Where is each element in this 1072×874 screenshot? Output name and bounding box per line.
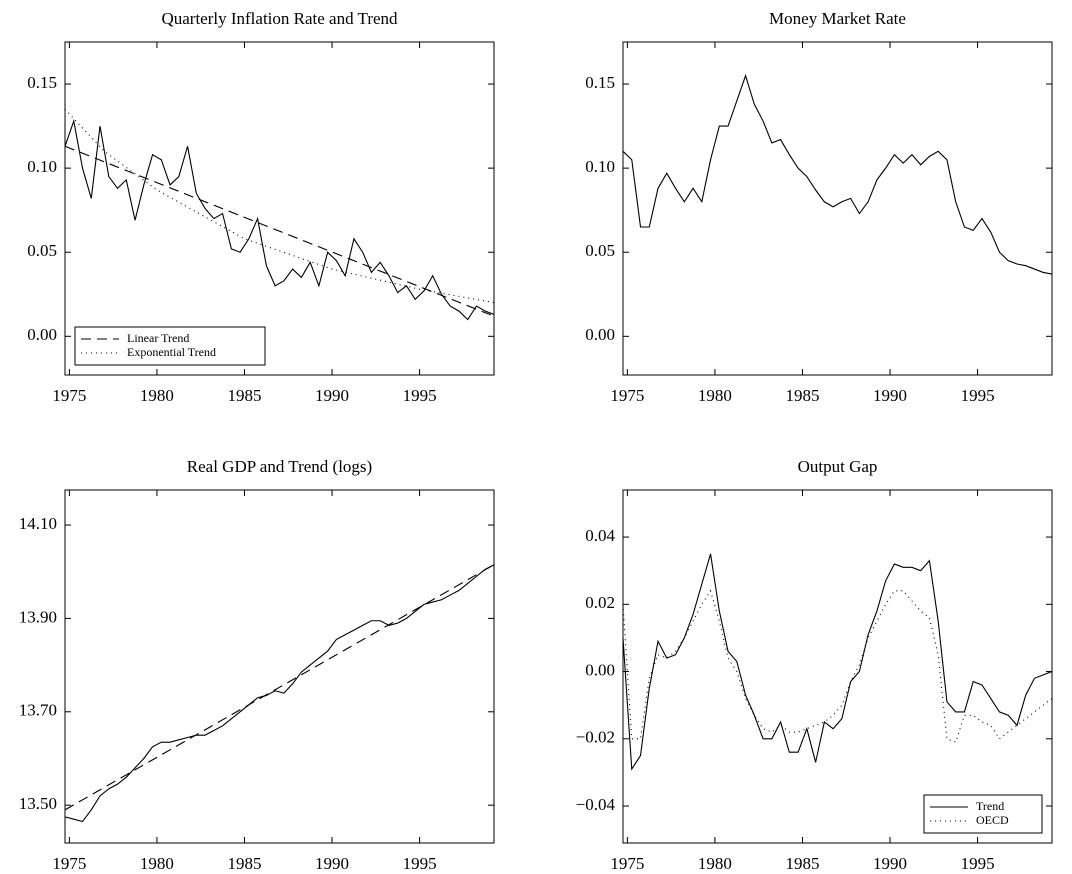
x-tick-label: 1990 [873, 854, 907, 873]
x-tick-label: 1980 [140, 854, 174, 873]
y-tick-label: 0.00 [27, 325, 57, 344]
y-tick-label: 0.02 [585, 593, 615, 612]
legend-label: Exponential Trend [127, 345, 216, 359]
chart-title: Money Market Rate [769, 9, 906, 28]
legend-label: Trend [976, 799, 1004, 813]
series-line [622, 553, 1053, 771]
x-tick-label: 1990 [315, 854, 349, 873]
x-tick-label: 1975 [52, 386, 86, 405]
x-tick-label: 1990 [315, 386, 349, 405]
series-line [64, 564, 495, 823]
y-tick-label: 14.10 [19, 514, 57, 533]
y-tick-label: 0.05 [585, 241, 615, 260]
series-line [64, 108, 495, 304]
y-tick-label: 0.00 [585, 325, 615, 344]
y-tick-label: 0.15 [27, 73, 57, 92]
y-tick-label: 13.50 [19, 794, 57, 813]
x-tick-label: 1995 [403, 386, 437, 405]
series-line [622, 589, 1053, 743]
x-tick-label: 1975 [610, 854, 644, 873]
plot-frame [622, 489, 1053, 844]
x-tick-label: 1975 [610, 386, 644, 405]
y-tick-label: 0.00 [585, 660, 615, 679]
x-tick-label: 1995 [961, 854, 995, 873]
x-tick-label: 1985 [227, 854, 261, 873]
series-line [64, 564, 495, 811]
x-tick-label: 1990 [873, 386, 907, 405]
x-tick-label: 1980 [140, 386, 174, 405]
legend-box [74, 326, 266, 366]
chart-title: Output Gap [798, 457, 878, 476]
plot-frame [64, 489, 495, 844]
y-tick-label: 13.70 [19, 701, 57, 720]
y-tick-label: 13.90 [19, 607, 57, 626]
y-tick-label: −0.02 [576, 728, 615, 747]
y-tick-label: 0.10 [27, 157, 57, 176]
x-tick-label: 1980 [698, 854, 732, 873]
y-tick-label: 0.15 [585, 73, 615, 92]
y-tick-label: 0.04 [585, 526, 615, 545]
x-tick-label: 1985 [785, 386, 819, 405]
plot-frame [64, 41, 495, 376]
legend-label: OECD [976, 813, 1009, 827]
y-tick-label: −0.04 [576, 795, 616, 814]
y-tick-label: 0.05 [27, 241, 57, 260]
chart-title: Quarterly Inflation Rate and Trend [161, 9, 398, 28]
series-line [64, 145, 495, 317]
plot-frame [622, 41, 1053, 376]
x-tick-label: 1995 [403, 854, 437, 873]
series-line [622, 73, 1053, 275]
y-tick-label: 0.10 [585, 157, 615, 176]
x-tick-label: 1980 [698, 386, 732, 405]
x-tick-label: 1975 [52, 854, 86, 873]
legend-label: Linear Trend [127, 331, 189, 345]
legend-box [923, 794, 1043, 834]
series-line [64, 118, 495, 321]
x-tick-label: 1985 [785, 854, 819, 873]
x-tick-label: 1985 [227, 386, 261, 405]
x-tick-label: 1995 [961, 386, 995, 405]
chart-title: Real GDP and Trend (logs) [187, 457, 372, 476]
